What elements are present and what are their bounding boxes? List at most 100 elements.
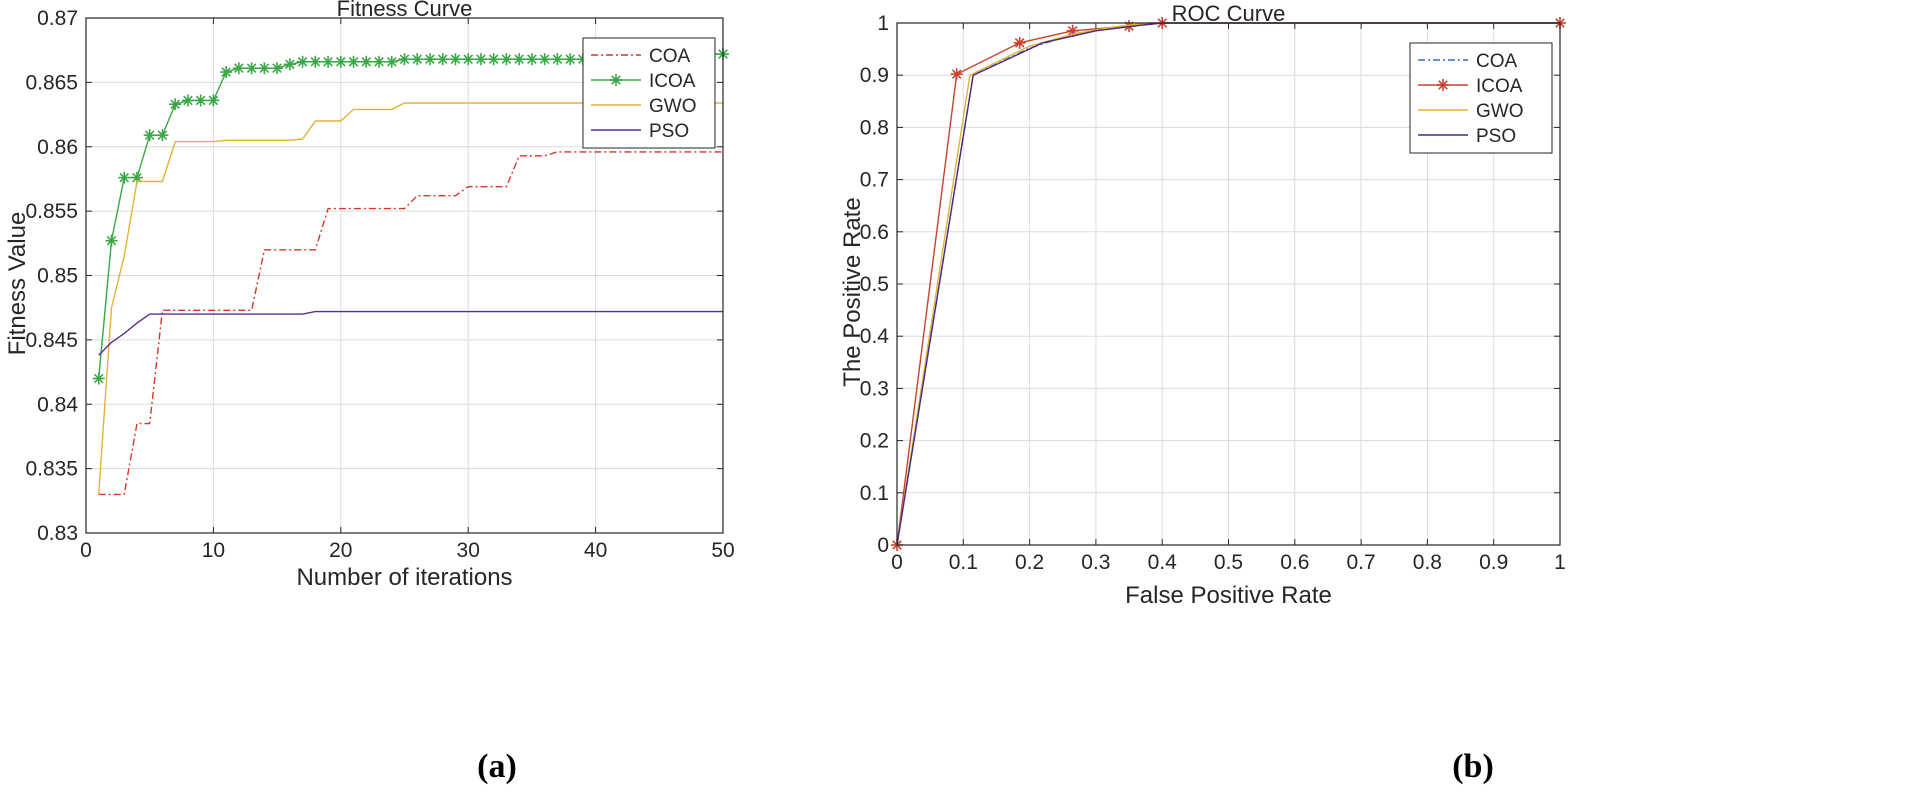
chart-1-series-icoa-point-20 [347,55,360,68]
chart-1-series-icoa-point-14 [271,62,284,75]
chart-2-ytick-label-0: 0 [877,534,889,557]
chart-2-legend-label-pso: PSO [1476,126,1516,147]
chart-2-series-icoa-point-3-stroke-3 [1067,26,1078,36]
chart-1-series-icoa-point-30-stroke-3 [476,54,486,65]
chart-1-xtick-label-3: 30 [457,539,480,562]
chart-1-series-icoa-point-4 [143,129,156,142]
chart-2-xtick-label-9: 0.9 [1479,551,1508,574]
chart-2-xtick-label-5: 0.5 [1214,551,1243,574]
chart-2-ytick-label-9: 0.9 [860,64,889,87]
chart-1-series-icoa-point-5 [156,129,169,142]
chart-1-legend-label-icoa: ICOA [649,71,696,92]
chart-1-series-icoa-point-11 [232,62,245,75]
chart-2-series-icoa-point-1-stroke-3 [951,69,962,79]
chart-2-title: ROC Curve [1172,1,1286,26]
chart-2-ytick-label-8: 0.8 [860,116,889,139]
chart-2-series-icoa-point-1 [950,68,963,81]
chart-1-series-icoa-point-8-stroke-3 [195,95,206,106]
chart-1-series-icoa-point-10-stroke-3 [221,67,231,77]
chart-1-series-icoa-point-19 [334,55,347,68]
chart-1-series-icoa-point-21-stroke-3 [361,56,372,67]
chart-1-series-icoa-point-4-stroke-3 [144,130,155,140]
chart-2-ylabel: The Positive Rate [839,197,866,386]
chart-1-series-icoa-point-32 [500,53,513,66]
chart-1-series-icoa-point-8 [194,94,207,107]
chart-2-ytick-label-1: 0.1 [860,482,889,505]
chart-1-series-icoa-point-29 [462,53,475,66]
chart-2-legend-label-icoa: ICOA [1476,76,1523,97]
chart-1-series-icoa-point-26-stroke-3 [425,54,435,65]
chart-1-series-icoa-point-35 [538,53,551,66]
chart-1-series-icoa-point-23-stroke-3 [386,56,397,67]
chart-1-series-pso-line [98,310,723,356]
chart-1-ytick-label-8: 0.87 [37,7,78,30]
chart-1-series-icoa-point-2-stroke-3 [119,172,130,183]
chart-1: 0 10 20 30 40 50 0.83 0.835 0.84 0.845 0.85 0.855 0.… [4,0,735,591]
chart-2-ytick-label-2: 0.2 [860,430,889,453]
chart-1-xtick-label-0: 0 [80,539,92,562]
chart-1-xtick-label-4: 40 [584,539,607,562]
chart-2-legend-marker-icoa-stroke-3 [1438,80,1448,90]
chart-1-frame [85,17,724,534]
chart-1-legend-label-gwo: GWO [649,96,697,117]
chart-1-series-icoa-point-15-stroke-3 [285,59,295,70]
chart-1-series-icoa-point-26 [423,53,436,66]
chart-1-series-icoa-point-33 [513,53,526,66]
chart-2-xlabel: False Positive Rate [1125,582,1332,609]
chart-1-series-icoa-point-9 [207,94,220,107]
chart-1-ytick-label-7: 0.865 [25,71,78,94]
chart-2-xtick-label-2: 0.2 [1015,551,1044,574]
chart-1-series-icoa-point-23 [385,55,398,68]
chart-1-xlabel: Number of iterations [296,564,512,591]
chart-1-series-icoa-point-6-stroke-3 [170,99,180,110]
chart-1-series-icoa-point-33-stroke-3 [514,54,524,65]
caption-b: (b) [1452,748,1494,785]
chart-1-series-icoa-point-11-stroke-3 [234,63,244,74]
chart-1-series-icoa-point-27-stroke-3 [437,54,448,65]
chart-2-xtick-label-0: 0 [891,551,903,574]
chart-1-series-icoa-point-2 [118,171,131,184]
chart-1-series-icoa-point-6 [169,98,182,111]
chart-1-series-icoa-point-0 [92,372,105,385]
chart-2-legend: COA ICOA GWO PSO [1409,42,1553,154]
chart-1-series-icoa-point-36-stroke-3 [552,54,563,65]
chart-1-series-icoa-point-24-stroke-3 [399,54,410,65]
chart-1-series-icoa-point-13 [258,62,271,75]
chart-1-series-icoa-point-30 [474,53,487,66]
chart-2-xtick-label-10: 1 [1554,551,1566,574]
chart-1-series-icoa-point-29-stroke-3 [463,54,474,65]
chart-1-series-icoa-point-17 [309,55,322,68]
caption-a: (a) [477,748,517,785]
chart-1-series-icoa-point-27 [436,53,449,66]
chart-1-series-icoa-point-1-stroke-3 [106,235,117,246]
chart-1-series-icoa-point-14-stroke-3 [272,63,282,74]
chart-1-title: Fitness Curve [337,0,473,21]
chart-1-series-icoa-point-5-stroke-3 [157,130,168,140]
chart-1-series-icoa-point-34-stroke-3 [527,54,537,65]
chart-1-series-icoa-point-28-stroke-3 [450,54,461,65]
chart-1-ytick-label-0: 0.83 [37,522,78,545]
chart-1-series-icoa-point-37-stroke-3 [565,54,575,65]
chart-2-ytick-label-7: 0.7 [860,169,889,192]
chart-1-ytick-label-3: 0.845 [25,329,78,352]
chart-1-ylabel: Fitness Value [4,212,31,356]
chart-1-ytick-label-1: 0.835 [25,458,78,481]
chart-1-series-icoa-point-31-stroke-3 [488,54,499,65]
chart-1-series-icoa-point-10 [220,66,233,79]
chart-1-ytick-label-2: 0.84 [37,393,78,416]
chart-1-ytick-label-4: 0.85 [37,265,78,288]
chart-1-series-icoa-point-15 [283,58,296,71]
chart-1-xtick-label-5: 50 [711,539,734,562]
chart-2-legend-label-gwo: GWO [1476,101,1524,122]
chart-2-ytick-label-6: 0.6 [860,221,889,244]
chart-2-xtick-label-7: 0.7 [1346,551,1375,574]
chart-2-series-icoa-point-2 [1013,36,1026,49]
chart-2-frame [896,22,1561,546]
chart-1-series-icoa-point-17-stroke-3 [310,56,321,67]
chart-2-xtick-label-1: 0.1 [949,551,978,574]
chart-1-series-icoa-point-24 [398,53,411,66]
chart-2-xtick-label-3: 0.3 [1081,551,1110,574]
chart-1-series-icoa-point-18-stroke-3 [323,56,333,67]
chart-2-ytick-label-5: 0.5 [860,273,889,296]
chart-1-series-icoa-point-25-stroke-3 [412,54,423,65]
